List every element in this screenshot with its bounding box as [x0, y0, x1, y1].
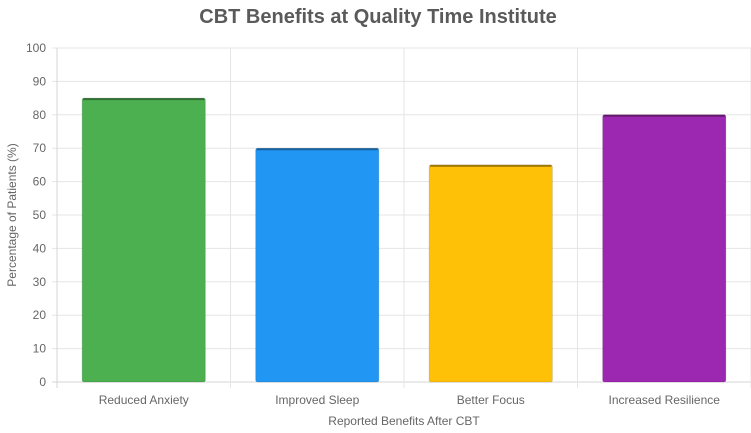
y-tick-label: 50 [33, 208, 47, 222]
x-tick-label: Increased Resilience [609, 393, 721, 407]
x-tick-label: Improved Sleep [275, 393, 359, 407]
bars [81, 97, 727, 383]
chart-title: CBT Benefits at Quality Time Institute [199, 6, 556, 28]
y-tick-label: 30 [33, 275, 47, 289]
bar [428, 164, 553, 383]
x-axis-label: Reported Benefits After CBT [328, 414, 480, 428]
x-axis-ticks: Reduced Anxiety Improved Sleep Better Focu… [99, 393, 721, 407]
y-tick-label: 40 [33, 241, 47, 255]
y-axis-ticks: 0 10 20 30 40 50 60 70 80 90 100 [26, 41, 46, 389]
y-tick-label: 100 [26, 41, 46, 55]
y-tick-label: 80 [33, 108, 47, 122]
y-tick-label: 60 [33, 175, 47, 189]
bar [255, 147, 380, 383]
y-tick-label: 70 [33, 141, 47, 155]
bar [602, 114, 727, 383]
y-axis-label: Percentage of Patients (%) [5, 143, 19, 286]
bar [81, 97, 206, 383]
y-tick-label: 20 [33, 308, 47, 322]
x-tick-label: Better Focus [457, 393, 525, 407]
y-tick-label: 0 [39, 375, 46, 389]
x-tick-label: Reduced Anxiety [99, 393, 189, 407]
y-tick-label: 10 [33, 342, 47, 356]
y-tick-label: 90 [33, 74, 47, 88]
